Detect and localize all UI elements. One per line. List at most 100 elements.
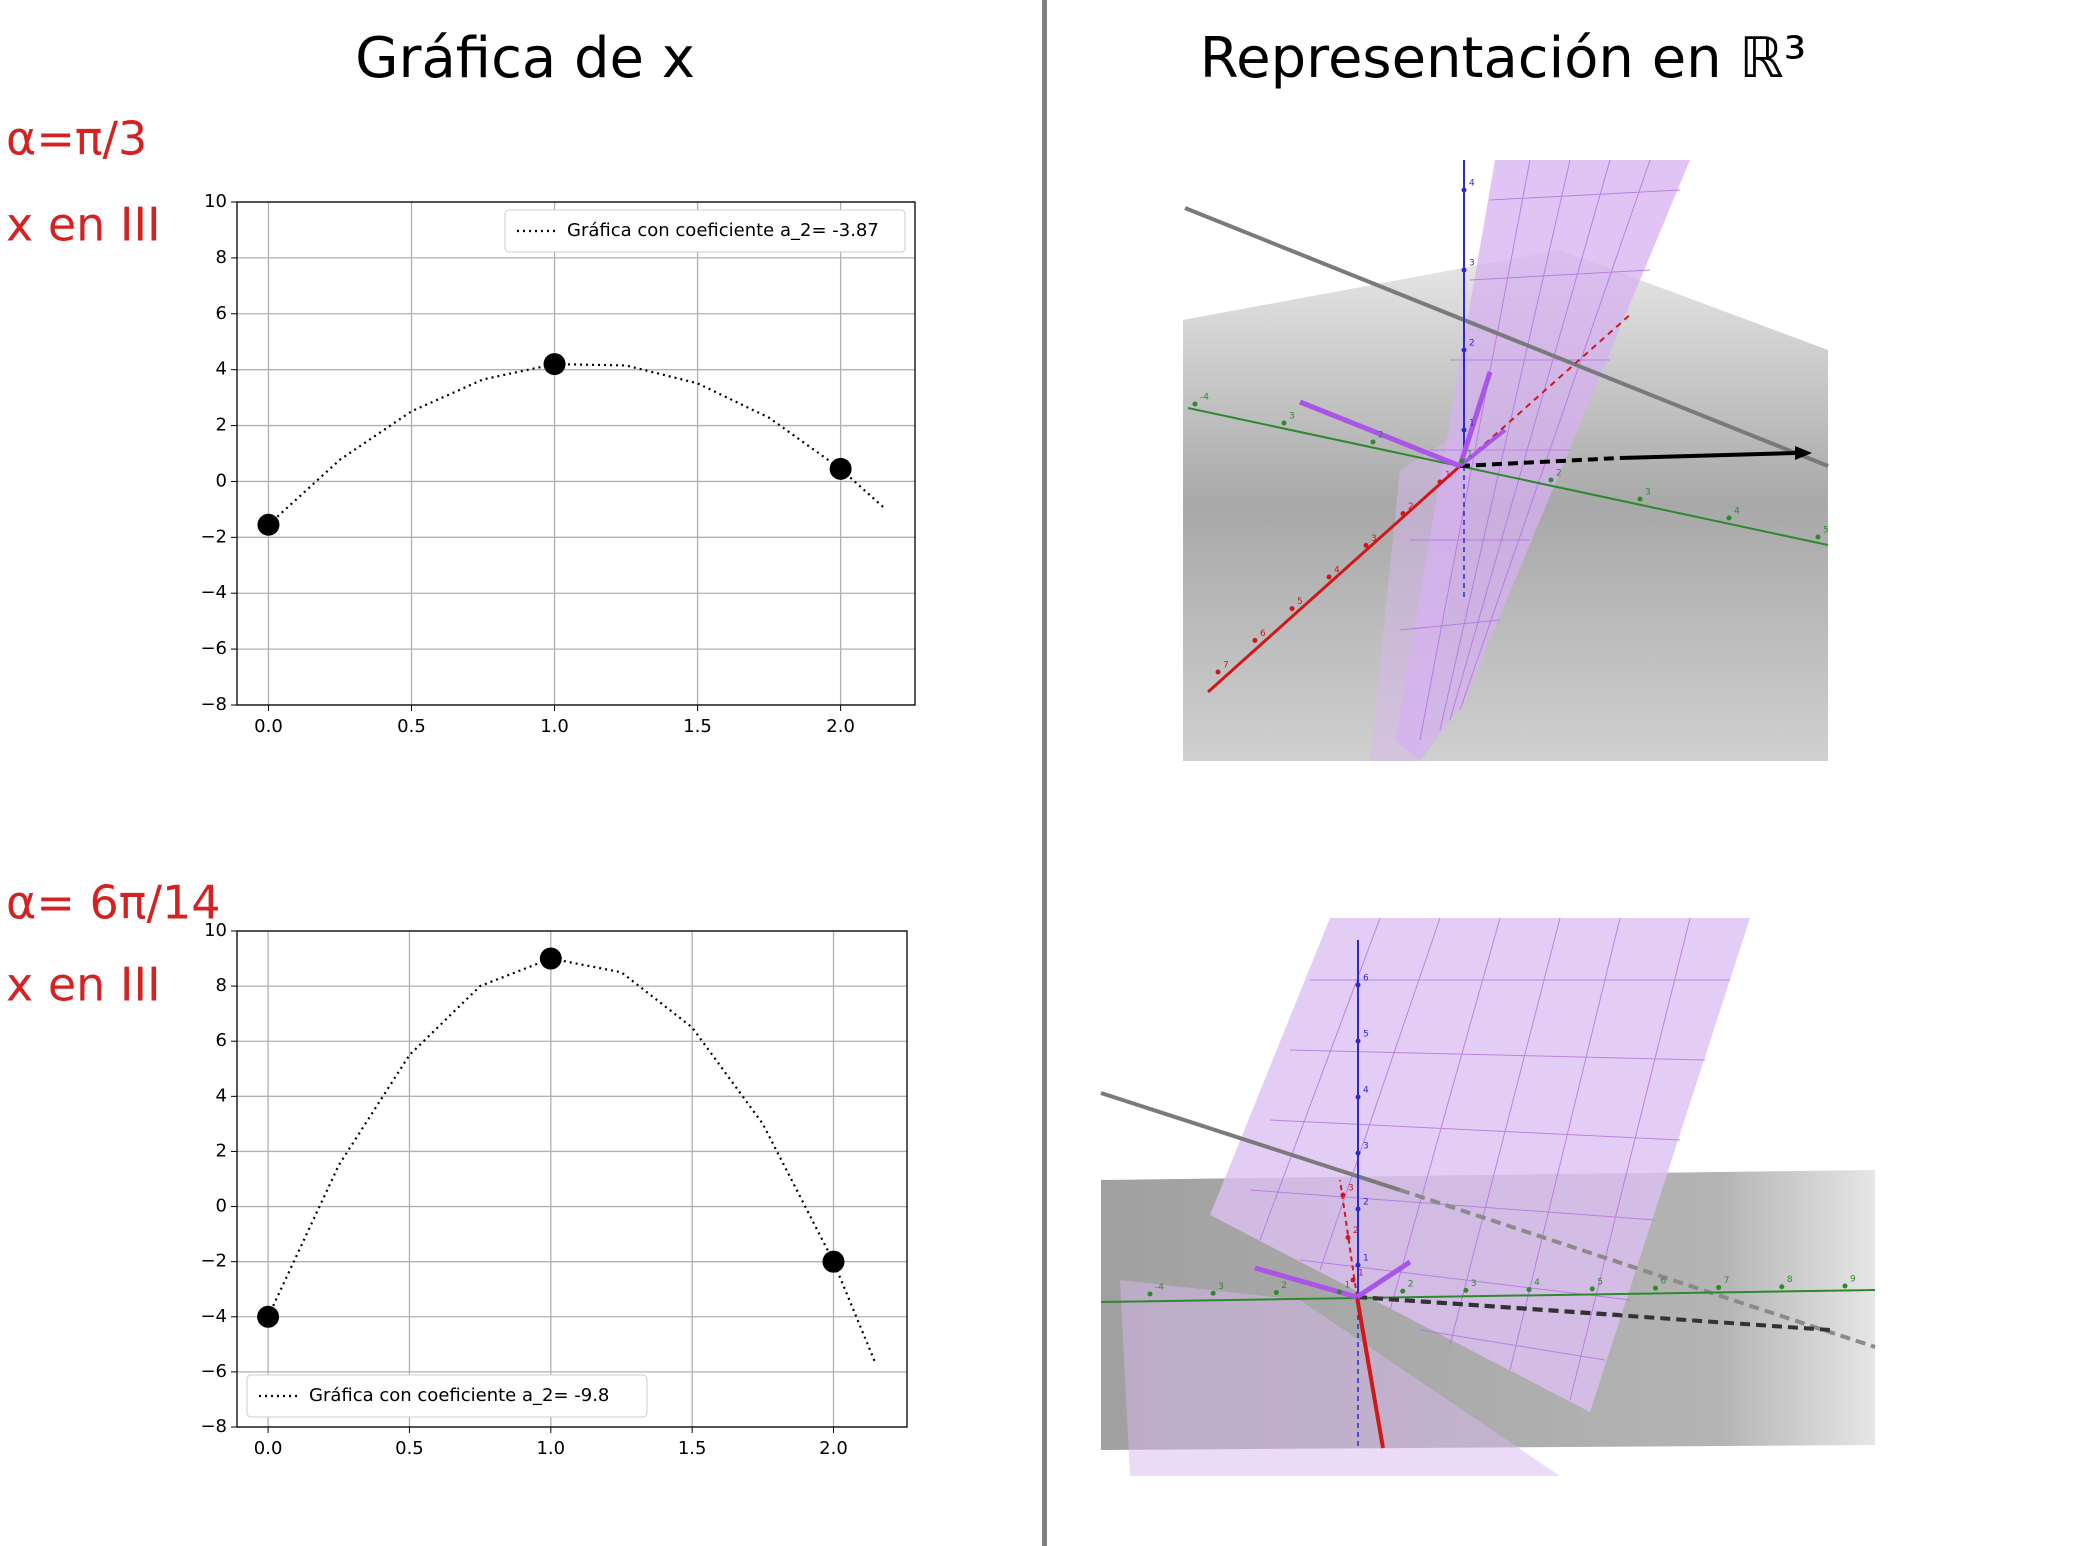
axis-label: 6 — [1660, 1277, 1666, 1287]
x-tick-label: 1.5 — [683, 716, 712, 737]
axis-dot — [1345, 1235, 1351, 1240]
axis-label: 2 — [1556, 469, 1562, 479]
axis-dot — [1842, 1283, 1848, 1289]
axis-label: 6 — [1363, 974, 1369, 984]
axis-label: 1 — [1445, 471, 1451, 481]
axis-label: 3 — [1348, 1184, 1354, 1194]
y-tick-label: 6 — [216, 1030, 227, 1051]
axis-dot — [1289, 606, 1295, 612]
axis-label: 1 — [1358, 1269, 1364, 1279]
axis-label: 4 — [1469, 179, 1475, 189]
legend-box — [246, 1374, 648, 1418]
quadrant-note: x en III — [6, 198, 161, 252]
axis-dot — [1461, 187, 1467, 193]
y-tick-label: −6 — [200, 638, 227, 659]
axis-dot — [1716, 1284, 1722, 1290]
y-tick-label: −8 — [200, 694, 227, 715]
axis-label: 3 — [1469, 259, 1475, 269]
axis-dot — [1273, 1290, 1279, 1296]
y-tick-label: 0 — [216, 470, 227, 491]
y-tick-label: 4 — [216, 1085, 227, 1106]
axis-dot — [1370, 439, 1376, 445]
data-point — [257, 513, 280, 536]
y-tick-label: 2 — [216, 415, 227, 436]
axis-dot — [1210, 1290, 1216, 1296]
axis-dot — [1548, 477, 1554, 483]
axis-dot — [1463, 1287, 1469, 1293]
axis-label: 1 — [1345, 1280, 1351, 1290]
divider — [1042, 0, 1047, 1546]
y-tick-label: 10 — [204, 191, 227, 212]
axis-dot — [1526, 1287, 1532, 1293]
axis-label: 3 — [1645, 488, 1651, 498]
alpha-note: α=π/3 — [6, 112, 147, 166]
axis-label: 3 — [1289, 412, 1295, 422]
right-title: Representación en ℝ³ — [1200, 26, 1806, 91]
axis-dot — [1350, 1277, 1356, 1283]
axis-dot — [1326, 574, 1332, 580]
axis-label: 2 — [1353, 1226, 1359, 1236]
axis-label: 7 — [1724, 1276, 1730, 1286]
x-tick-label: 0.5 — [395, 1438, 424, 1459]
axis-dot — [1461, 427, 1467, 433]
axis-label: 4 — [1363, 1086, 1369, 1096]
axis-label: 2 — [1378, 431, 1384, 441]
y-tick-label: −2 — [200, 1251, 227, 1272]
x-tick-label: 1.0 — [536, 1438, 565, 1459]
axis-label: 4 — [1534, 1278, 1540, 1288]
data-point — [543, 353, 566, 376]
axis-dot — [1355, 1262, 1361, 1268]
axis-label: 4 — [1334, 566, 1340, 576]
y-tick-label: −6 — [200, 1361, 227, 1382]
axis-label: -4 — [1155, 1283, 1164, 1293]
axis-label: 2 — [1469, 339, 1475, 349]
axis-label: 3 — [1218, 1282, 1224, 1292]
axis-dot — [1459, 458, 1465, 464]
data-line — [267, 957, 877, 1365]
axis-dot — [1252, 637, 1258, 643]
axis-label: 8 — [1787, 1275, 1793, 1285]
axis-dot — [1281, 420, 1287, 426]
axis-label: 2 — [1363, 1198, 1369, 1208]
data-line — [267, 362, 885, 526]
quadrant-note: x en III — [6, 958, 161, 1012]
axis-dot — [1437, 479, 1443, 485]
axis-label: 1 — [1363, 1254, 1369, 1264]
axis-dot — [1215, 669, 1221, 675]
axis-dot — [1400, 511, 1406, 517]
y-tick-label: 0 — [216, 1196, 227, 1217]
x-tick-label: 1.0 — [540, 716, 569, 737]
scene-3d — [1183, 159, 1829, 761]
axis-label: 1 — [1467, 450, 1473, 460]
axis-label: 5 — [1297, 597, 1303, 607]
x-tick-label: 2.0 — [826, 716, 855, 737]
axis-dot — [1815, 534, 1821, 540]
axis-label: 5 — [1363, 1030, 1369, 1040]
axis-dot — [1355, 1150, 1361, 1156]
y-tick-label: −8 — [200, 1416, 227, 1437]
x-tick-label: 0.0 — [254, 1438, 283, 1459]
y-tick-label: 4 — [216, 359, 227, 380]
axis-label: 7 — [1223, 661, 1229, 671]
left-title: Gráfica de x — [355, 26, 695, 91]
axis-dot — [1355, 1038, 1361, 1044]
axis-label: -4 — [1200, 393, 1209, 403]
axis-dot — [1192, 401, 1198, 407]
axis-dot — [1147, 1291, 1153, 1297]
y-tick-label: −4 — [200, 582, 227, 603]
axis-dot — [1637, 496, 1643, 502]
axis-dot — [1779, 1284, 1785, 1290]
axis-dot — [1589, 1286, 1595, 1292]
axis-label: 9 — [1850, 1275, 1856, 1285]
y-tick-label: −4 — [200, 1306, 227, 1327]
data-point — [257, 1305, 280, 1328]
axis-label: 3 — [1363, 1142, 1369, 1152]
alpha-note: α= 6π/14 — [6, 876, 220, 930]
axis-label: 6 — [1260, 629, 1266, 639]
legend-box — [504, 209, 906, 253]
y-tick-label: 2 — [216, 1140, 227, 1161]
axis-dot — [1355, 1094, 1361, 1100]
legend-label: Gráfica con coeficiente a_2= -9.8 — [309, 1385, 609, 1406]
axis-label: 2 — [1281, 1281, 1287, 1291]
